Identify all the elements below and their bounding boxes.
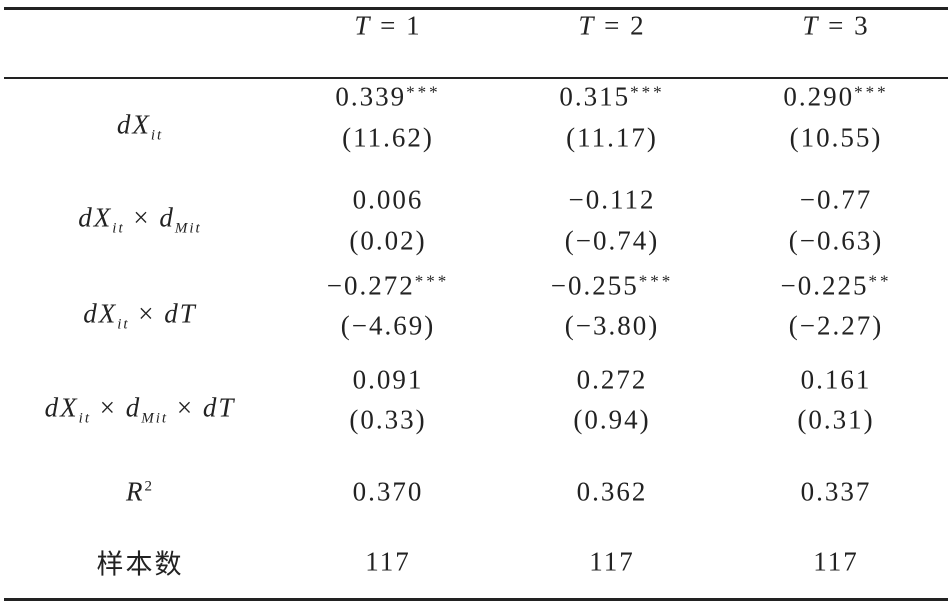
- math-sub: it: [117, 316, 130, 333]
- math-text: dX: [116, 109, 151, 140]
- coefficient: 117: [589, 547, 635, 578]
- coef-value: −0.272: [326, 270, 415, 301]
- coef-value: 0.091: [352, 364, 424, 395]
- math-op: = 3: [819, 10, 870, 41]
- t-statistic: (−0.74): [564, 225, 660, 256]
- coefficient: 117: [365, 547, 411, 578]
- coef-value: 117: [813, 546, 859, 577]
- math-text: R: [126, 476, 145, 507]
- t-statistic: (11.17): [566, 122, 658, 153]
- coef-value: −0.112: [568, 184, 656, 215]
- significance-stars: **: [868, 271, 892, 291]
- coefficient: 0.337: [801, 477, 872, 508]
- t-statistic: (−2.27): [788, 310, 884, 341]
- math-op: = 1: [371, 10, 422, 41]
- row-label: 样本数: [97, 543, 184, 582]
- coef-value: 0.006: [352, 184, 424, 215]
- coef-value: −0.255: [550, 270, 639, 301]
- top-rule: [4, 7, 948, 10]
- math-text: T: [802, 10, 820, 41]
- coef-value: 0.272: [576, 364, 648, 395]
- row-label: dXit × dMit × dT: [45, 393, 236, 428]
- math-text: dX: [78, 202, 113, 233]
- math-text: d: [125, 392, 142, 423]
- coefficient: −0.112: [569, 185, 656, 216]
- math-op: ×: [124, 202, 160, 233]
- row-label: dXit × dT: [83, 299, 197, 334]
- coefficient: 0.370: [353, 477, 424, 508]
- row-label: dXit × dMit: [78, 203, 201, 238]
- coefficient: 0.315***: [559, 82, 664, 113]
- coef-value: 0.315: [559, 81, 631, 112]
- coefficient: 0.339***: [335, 82, 440, 113]
- t-statistic: (0.33): [349, 404, 427, 435]
- coefficient: −0.77: [800, 185, 872, 216]
- column-header: T = 3: [802, 11, 869, 42]
- coef-value: 0.290: [783, 81, 855, 112]
- coef-value: 117: [589, 546, 635, 577]
- t-statistic: (0.31): [797, 404, 875, 435]
- significance-stars: ***: [638, 271, 674, 291]
- math-text: dX: [83, 298, 118, 329]
- math-sub: Mit: [141, 410, 169, 427]
- coefficient: 0.362: [577, 477, 648, 508]
- math-text: dT: [164, 298, 197, 329]
- math-op: 样本数: [96, 549, 184, 580]
- coefficient: −0.225**: [781, 271, 892, 302]
- coef-value: −0.77: [799, 184, 873, 215]
- coefficient: −0.272***: [327, 271, 449, 302]
- math-text: d: [159, 202, 175, 233]
- t-statistic: (−3.80): [564, 310, 660, 341]
- math-sub: it: [78, 410, 91, 427]
- coef-value: 117: [365, 546, 411, 577]
- significance-stars: ***: [414, 271, 450, 291]
- significance-stars: ***: [630, 82, 665, 102]
- coef-value: 0.370: [352, 476, 424, 507]
- coefficient: 0.290***: [783, 82, 888, 113]
- coef-value: 0.339: [335, 81, 407, 112]
- coefficient: 117: [813, 547, 859, 578]
- math-text: dT: [202, 392, 236, 423]
- coef-value: −0.225: [780, 270, 869, 301]
- math-text: T: [354, 10, 372, 41]
- math-op: = 2: [595, 10, 646, 41]
- coef-value: 0.161: [800, 364, 872, 395]
- math-op: ×: [129, 298, 165, 329]
- t-statistic: (0.94): [573, 404, 651, 435]
- coefficient: 0.272: [577, 365, 648, 396]
- math-op: ×: [168, 392, 203, 423]
- coefficient: 0.091: [353, 365, 424, 396]
- header-rule: [4, 77, 948, 79]
- t-statistic: (−4.69): [340, 310, 436, 341]
- math-text: dX: [44, 392, 79, 423]
- t-statistic: (−0.63): [788, 225, 884, 256]
- math-op: ×: [91, 392, 126, 423]
- math-sub: it: [112, 220, 125, 237]
- coefficient: 0.006: [353, 185, 424, 216]
- bottom-rule: [4, 598, 948, 601]
- column-header: T = 2: [578, 11, 645, 42]
- coefficient: −0.255***: [551, 271, 673, 302]
- row-label: dXit: [117, 110, 163, 145]
- column-header: T = 1: [354, 11, 421, 42]
- coef-value: 0.362: [576, 476, 648, 507]
- math-sub: it: [150, 127, 164, 144]
- significance-stars: ***: [406, 82, 441, 102]
- math-sub: Mit: [174, 220, 202, 237]
- significance-stars: ***: [854, 82, 889, 102]
- math-sup: 2: [144, 478, 154, 495]
- row-label: R2: [126, 477, 154, 508]
- t-statistic: (0.02): [349, 225, 427, 256]
- coefficient: 0.161: [801, 365, 872, 396]
- t-statistic: (10.55): [789, 122, 883, 153]
- coef-value: 0.337: [800, 476, 872, 507]
- math-text: T: [578, 10, 596, 41]
- t-statistic: (11.62): [342, 122, 434, 153]
